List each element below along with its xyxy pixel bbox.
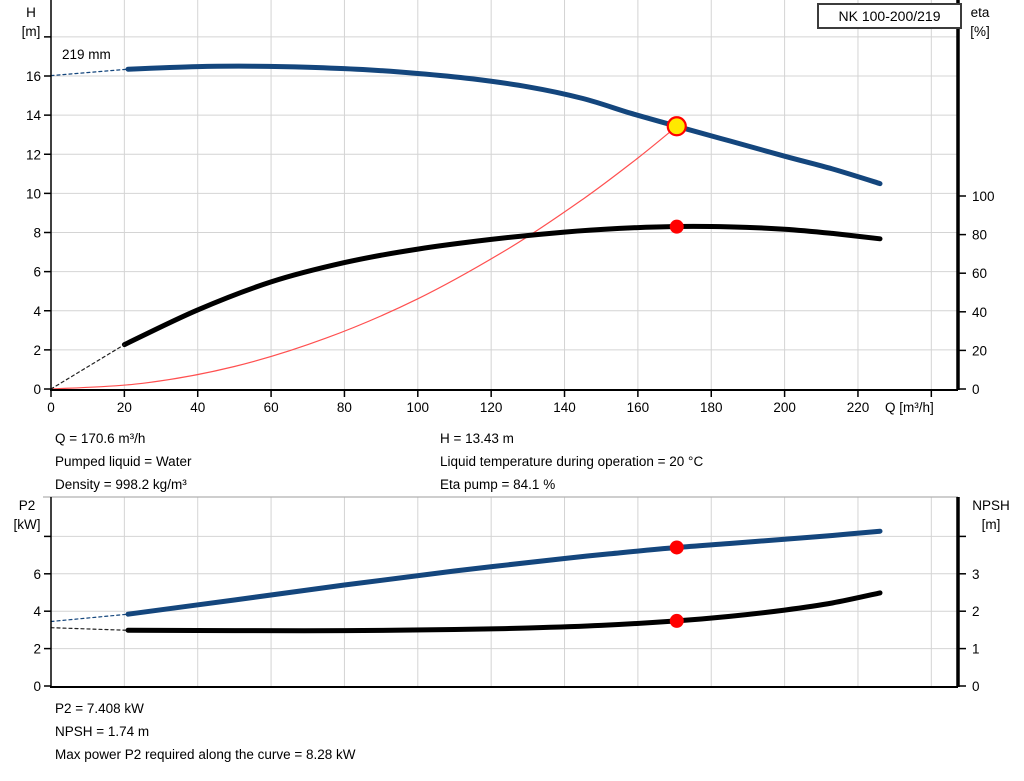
p2-axis-unit: [kW]: [13, 517, 41, 532]
info-flow: Q = 170.6 m³/h: [55, 431, 146, 446]
npsh-axis-unit: [m]: [981, 517, 1001, 532]
tick-label: 40: [190, 400, 205, 415]
tick-label: 20: [117, 400, 132, 415]
info-npsh: NPSH = 1.74 m: [55, 724, 150, 739]
tick-label: 0: [972, 679, 980, 694]
npsh-curve: [125, 590, 883, 634]
tick-label: 80: [972, 228, 987, 243]
pump-model-box: NK 100-200/219: [817, 3, 962, 29]
duty-point-head[interactable]: [666, 116, 687, 137]
npsh-leader: [50, 627, 129, 631]
tick-label: 20: [972, 343, 987, 358]
tick-label: 80: [337, 400, 352, 415]
duty-point-p2[interactable]: [669, 540, 684, 555]
eta-axis-title: eta: [970, 5, 990, 20]
tick-label: 0: [47, 400, 55, 415]
tick-label: 2: [972, 604, 980, 619]
p2-npsh-chart: 0 2 4 6 0 1 2 3: [33, 496, 980, 694]
eta-axis-unit: [%]: [970, 24, 990, 39]
impeller-diameter-label: 219 mm: [62, 47, 111, 62]
system-curve: [50, 125, 678, 390]
head-curve: [125, 63, 883, 187]
tick-label: 120: [480, 400, 503, 415]
tick-label: 0: [33, 382, 41, 397]
info-eta-pump: Eta pump = 84.1 %: [440, 477, 556, 492]
tick-label: 3: [972, 567, 980, 582]
info-density: Density = 998.2 kg/m³: [55, 477, 187, 492]
tick-label: 220: [847, 400, 870, 415]
info-head: H = 13.43 m: [440, 431, 514, 446]
tick-label: 180: [700, 400, 723, 415]
eta-curve: [121, 223, 883, 348]
tick-label: 60: [972, 266, 987, 281]
tick-label: 12: [26, 147, 41, 162]
duty-point-eta[interactable]: [669, 219, 684, 234]
p2-leader: [50, 613, 129, 623]
h-axis-title: H: [26, 5, 36, 20]
tick-label: 100: [407, 400, 430, 415]
duty-point-npsh[interactable]: [669, 613, 684, 628]
head-leader: [50, 68, 129, 77]
p2-axis-title: P2: [18, 498, 36, 513]
tick-label: 4: [33, 304, 41, 319]
tick-label: 140: [553, 400, 576, 415]
tick-label: 2: [33, 642, 41, 657]
q-axis-label: Q [m³/h]: [885, 400, 934, 415]
h-axis-unit: [m]: [21, 24, 41, 39]
tick-label: 40: [972, 305, 987, 320]
npsh-axis-title: NPSH: [972, 498, 1010, 513]
info-max-p2: Max power P2 required along the curve = …: [55, 747, 356, 762]
tick-label: 160: [627, 400, 650, 415]
tick-label: 0: [972, 382, 980, 397]
tick-label: 60: [264, 400, 279, 415]
tick-label: 200: [773, 400, 796, 415]
tick-label: 4: [33, 604, 41, 619]
tick-label: 0: [33, 679, 41, 694]
tick-label: 6: [33, 265, 41, 280]
tick-label: 8: [33, 226, 41, 241]
tick-label: 100: [972, 189, 995, 204]
tick-label: 1: [972, 642, 980, 657]
info-p2: P2 = 7.408 kW: [55, 701, 144, 716]
tick-label: 6: [33, 567, 41, 582]
eta-leader: [50, 344, 125, 390]
p2-curve: [125, 528, 883, 617]
tick-label: 2: [33, 343, 41, 358]
tick-label: 14: [26, 108, 42, 123]
tick-label: 10: [26, 186, 41, 201]
info-pumped-liquid: Pumped liquid = Water: [55, 454, 192, 469]
tick-label: 16: [26, 69, 41, 84]
info-liquid-temperature: Liquid temperature during operation = 20…: [440, 454, 704, 469]
